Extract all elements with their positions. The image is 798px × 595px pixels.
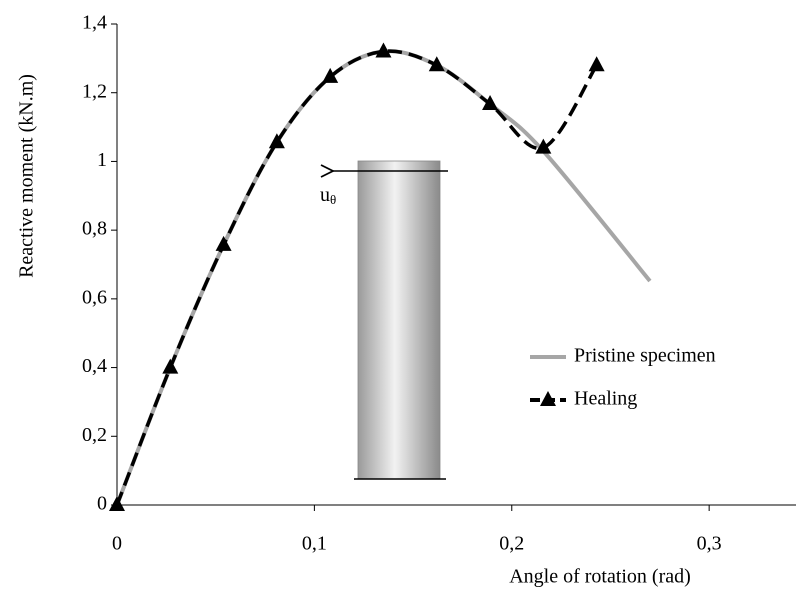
marker: [535, 138, 552, 154]
series-line: [115, 49, 599, 506]
y-tick-label: 1: [97, 149, 107, 171]
x-axis-title: Angle of rotation (rad): [509, 566, 691, 588]
marker: [482, 95, 499, 111]
y-axis-title: Reactive moment (kN.m): [16, 74, 38, 278]
marker: [375, 42, 392, 58]
y-tick-label: 0,2: [82, 424, 107, 446]
marker: [322, 67, 339, 83]
y-tick-label: 0: [97, 493, 107, 515]
x-tick-label: 0: [112, 533, 122, 555]
y-tick-label: 1,4: [82, 12, 107, 34]
x-tick-label: 0,1: [302, 533, 327, 555]
marker: [588, 56, 605, 72]
marker: [428, 56, 445, 72]
y-tick-label: 0,4: [82, 355, 107, 377]
marker: [162, 358, 179, 374]
legend-label: Healing: [574, 388, 637, 410]
y-tick-label: 1,2: [82, 80, 107, 102]
legend-marker: [540, 391, 556, 406]
y-tick-label: 0,8: [82, 218, 107, 240]
x-tick-label: 0,2: [499, 533, 524, 555]
legend-label: Pristine specimen: [574, 345, 716, 367]
x-tick-label: 0,3: [697, 533, 722, 555]
marker: [215, 235, 232, 251]
annotation: uθ: [320, 184, 336, 207]
y-tick-label: 0,6: [82, 286, 107, 308]
inset-column: uθ: [320, 160, 448, 480]
marker: [109, 496, 125, 511]
marker: [268, 133, 285, 149]
